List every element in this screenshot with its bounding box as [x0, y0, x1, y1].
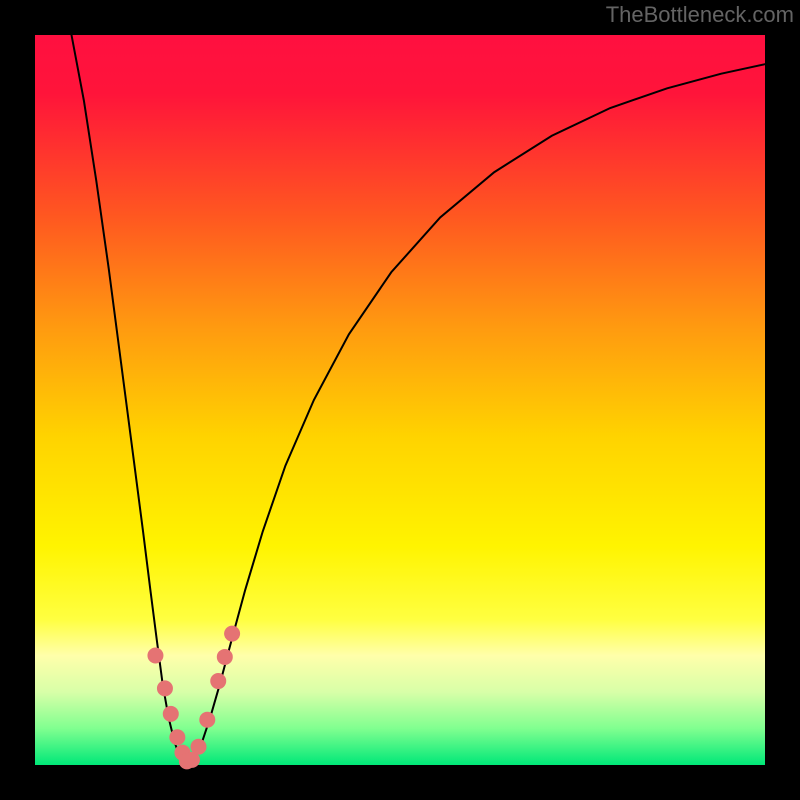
curve-marker [147, 648, 163, 664]
bottleneck-curve [72, 35, 766, 764]
curve-marker [157, 680, 173, 696]
curve-marker [224, 626, 240, 642]
curve-marker [217, 649, 233, 665]
curve-overlay [0, 0, 800, 800]
curve-marker [199, 712, 215, 728]
bottleneck-chart-root: TheBottleneck.com [0, 0, 800, 800]
curve-marker [191, 739, 207, 755]
curve-marker [210, 673, 226, 689]
curve-marker [169, 729, 185, 745]
curve-marker [163, 706, 179, 722]
